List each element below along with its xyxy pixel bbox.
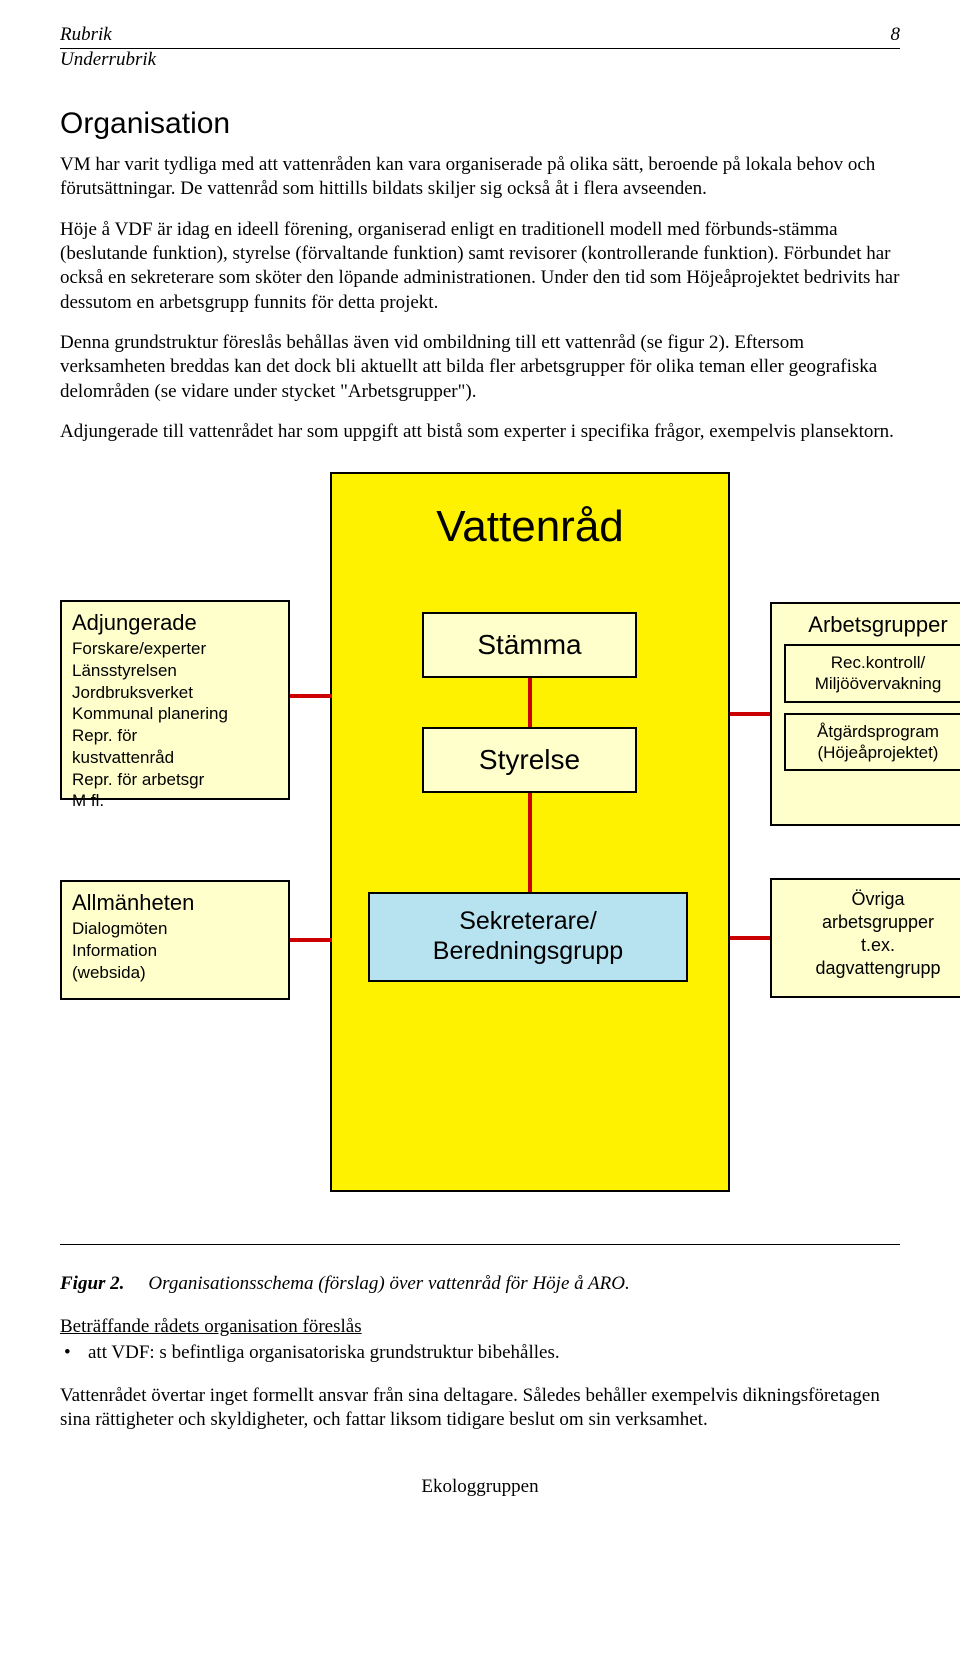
proposal-bullet-1: att VDF: s befintliga organisatoriska gr… <box>60 1341 900 1365</box>
sekret-line1: Sekreterare/ <box>370 906 686 936</box>
section-title: Organisation <box>60 107 900 141</box>
paragraph-3: Denna grundstruktur föreslås behållas äv… <box>60 331 900 404</box>
ovriga-lines: Övriga arbetsgrupper t.ex. dagvattengrup… <box>782 888 960 980</box>
box-arbetsgrupper: Arbetsgrupper Rec.kontroll/ Miljöövervak… <box>770 602 960 826</box>
connector-styrelse-sekret <box>528 793 532 893</box>
connector-stamma-styrelse <box>528 678 532 728</box>
arbets-inner-1: Rec.kontroll/ Miljöövervakning <box>784 644 960 703</box>
vattenrad-title: Vattenråd <box>332 502 728 552</box>
connector-main-to-ovriga <box>730 936 772 940</box>
paragraph-1: VM har varit tydliga med att vattenråden… <box>60 153 900 202</box>
proposal-list: att VDF: s befintliga organisatoriska gr… <box>60 1341 900 1365</box>
arbetsgrupper-title: Arbetsgrupper <box>782 612 960 638</box>
page-header: Rubrik 8 <box>60 24 900 49</box>
box-styrelse: Styrelse <box>422 727 637 793</box>
header-page-number: 8 <box>891 24 901 46</box>
caption-text: Organisationsschema (förslag) över vatte… <box>148 1273 629 1295</box>
connector-adj-to-main <box>290 694 332 698</box>
box-sekreterare: Sekreterare/ Beredningsgrupp <box>368 892 688 982</box>
box-allmanheten: Allmänheten Dialogmöten Information (web… <box>60 880 290 1000</box>
adjungerade-title: Adjungerade <box>72 610 278 636</box>
allmanheten-lines: Dialogmöten Information (websida) <box>72 918 278 983</box>
box-stamma: Stämma <box>422 612 637 678</box>
proposal-heading: Beträffande rådets organisation föreslås <box>60 1315 900 1339</box>
box-adjungerade: Adjungerade Forskare/experter Länsstyrel… <box>60 600 290 800</box>
page-footer: Ekologgruppen <box>60 1476 900 1498</box>
adjungerade-lines: Forskare/experter Länsstyrelsen Jordbruk… <box>72 638 278 812</box>
box-ovriga: Övriga arbetsgrupper t.ex. dagvattengrup… <box>770 878 960 998</box>
arbets-inner-2: Åtgärdsprogram (Höjeåprojektet) <box>784 713 960 772</box>
figure-caption: Figur 2. Organisationsschema (förslag) ö… <box>60 1273 900 1295</box>
sekret-line2: Beredningsgrupp <box>370 936 686 966</box>
paragraph-4: Adjungerade till vattenrådet har som upp… <box>60 420 900 444</box>
paragraph-2: Höje å VDF är idag en ideell förening, o… <box>60 218 900 315</box>
allmanheten-title: Allmänheten <box>72 890 278 916</box>
paragraph-5: Vattenrådet övertar inget formellt ansva… <box>60 1384 900 1433</box>
org-diagram: Vattenråd Stämma Styrelse Sekreterare/ B… <box>60 472 900 1245</box>
header-rubrik: Rubrik <box>60 24 112 46</box>
connector-allm-to-main <box>290 938 332 942</box>
connector-main-to-arbets <box>730 712 772 716</box>
caption-label: Figur 2. <box>60 1273 124 1295</box>
header-underrubrik: Underrubrik <box>60 49 900 71</box>
